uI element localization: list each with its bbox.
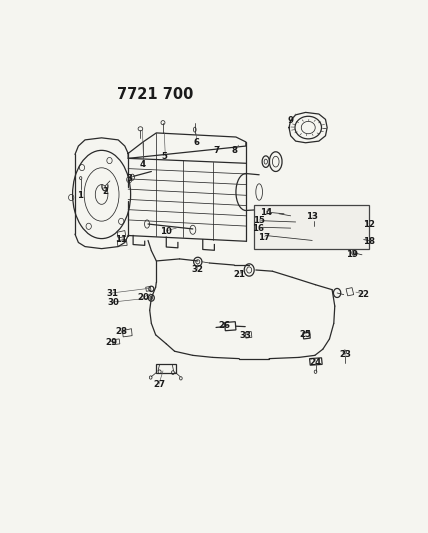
FancyBboxPatch shape [254, 205, 369, 249]
Text: 28: 28 [116, 327, 128, 336]
Text: 30: 30 [108, 298, 120, 308]
Text: 27: 27 [154, 381, 166, 390]
Text: 3: 3 [127, 174, 133, 183]
Text: 7: 7 [213, 146, 219, 155]
Text: 32: 32 [192, 265, 204, 274]
Text: 6: 6 [193, 138, 199, 147]
Text: 1: 1 [77, 191, 83, 200]
Text: 25: 25 [300, 330, 312, 340]
Text: 9: 9 [288, 116, 294, 125]
Text: 15: 15 [253, 216, 265, 225]
Text: 20: 20 [137, 293, 149, 302]
Text: 18: 18 [363, 237, 374, 246]
Text: 26: 26 [218, 321, 230, 330]
Text: 2: 2 [102, 187, 108, 196]
Text: 7721 700: 7721 700 [116, 86, 193, 101]
Text: 13: 13 [306, 212, 318, 221]
Text: 10: 10 [160, 227, 172, 236]
Text: 21: 21 [233, 270, 245, 279]
Text: 5: 5 [162, 152, 167, 161]
Text: 33: 33 [240, 331, 252, 340]
Text: 16: 16 [253, 224, 265, 232]
Text: 17: 17 [258, 232, 270, 241]
Text: 22: 22 [358, 290, 370, 299]
Text: 31: 31 [107, 289, 119, 298]
Text: 24: 24 [309, 358, 321, 367]
Text: 23: 23 [339, 350, 351, 359]
Text: 8: 8 [231, 146, 237, 155]
Text: 11: 11 [116, 235, 128, 244]
Text: 4: 4 [140, 160, 146, 169]
Text: 14: 14 [260, 208, 272, 217]
Text: 29: 29 [106, 338, 118, 347]
Text: 19: 19 [346, 251, 358, 259]
Text: 12: 12 [363, 220, 374, 229]
